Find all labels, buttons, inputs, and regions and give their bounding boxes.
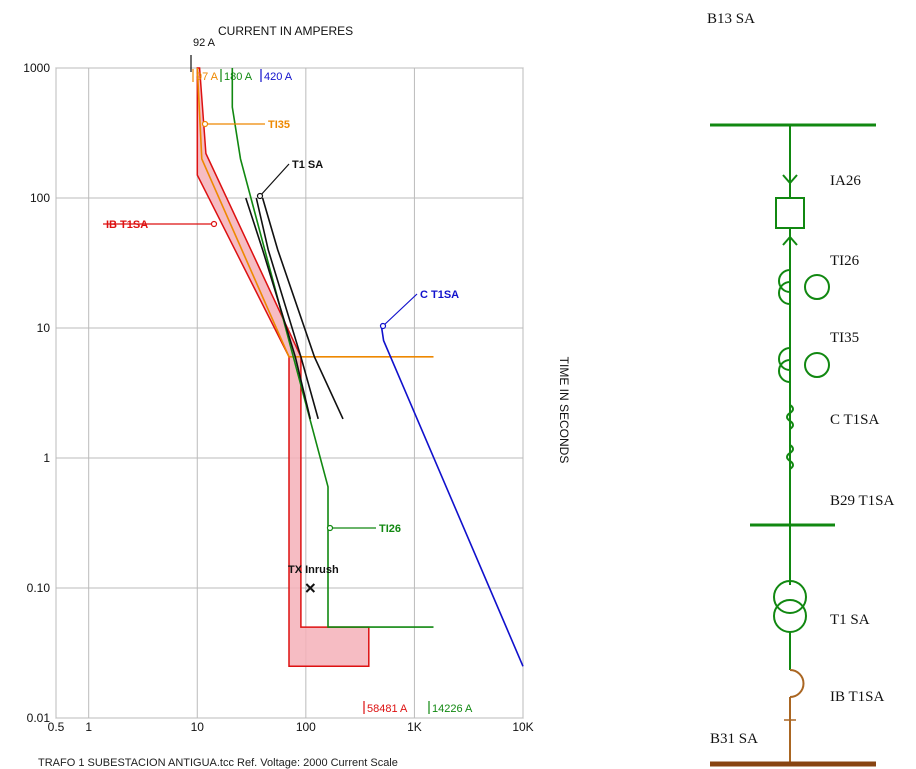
- series-line: [231, 68, 434, 628]
- x-axis-ticks: 0.5 1 10 100 1K 10K: [48, 720, 534, 734]
- series-label: TI35: [268, 119, 290, 131]
- device-label-t1sa: T1 SA: [830, 612, 870, 628]
- device-label-ibt1sa: IB T1SA: [830, 689, 884, 705]
- bus-label-mid: B29 T1SA: [830, 493, 894, 509]
- series-line: [255, 197, 319, 420]
- device-label-ct1sa: C T1SA: [830, 412, 879, 428]
- current-annotation: 14226 A: [432, 703, 473, 715]
- fuse-icon: [784, 669, 805, 762]
- plot-annotations: 92 A 97 A 180 A 420 A 58481 A 14226 A TI35 T1 S…: [103, 37, 473, 715]
- transformer-icon: [773, 580, 807, 633]
- label-arrowhead: [326, 524, 334, 532]
- tcc-chart: 0.5 1 10 100 1K 10K 1000 100 10 1 0.10 0.01 92 A 97…: [23, 24, 571, 734]
- series-label: IB T1SA: [106, 219, 148, 231]
- x-tick-label: 0.5: [48, 720, 65, 734]
- y-tick-label: 0.10: [27, 581, 51, 595]
- breaker-icon: [775, 174, 805, 246]
- current-annotation: 180 A: [224, 71, 253, 83]
- label-arrowhead: [210, 220, 218, 228]
- y-tick-label: 100: [30, 191, 50, 205]
- current-annotation: 58481 A: [367, 703, 408, 715]
- x-tick-label: 1K: [407, 720, 422, 734]
- current-annotation: 97 A: [196, 71, 219, 83]
- y-tick-label: 1: [43, 451, 50, 465]
- x-tick-label: 100: [296, 720, 316, 734]
- grid: [55, 67, 524, 719]
- series-line: [261, 197, 344, 420]
- inrush-marker: [305, 583, 316, 593]
- series-line: [245, 197, 312, 420]
- cable-icon: [786, 404, 794, 470]
- series-label: T1 SA: [292, 159, 323, 171]
- x-tick-label: 10K: [512, 720, 533, 734]
- series-label: TX Inrush: [288, 564, 339, 576]
- bus-label-bottom: B31 SA: [710, 731, 758, 747]
- label-leader: [382, 293, 418, 327]
- series-label: TI26: [379, 523, 401, 535]
- bus-label-top: B13 SA: [707, 11, 755, 27]
- series-band: [196, 67, 370, 668]
- y-tick-label: 10: [37, 321, 51, 335]
- device-label-ia26: IA26: [830, 173, 861, 189]
- series-line: [380, 327, 524, 667]
- y-axis-ticks: 1000 100 10 1 0.10 0.01: [23, 61, 50, 725]
- chart-title: CURRENT IN AMPERES: [218, 24, 353, 38]
- device-label-ti26: TI26: [830, 253, 860, 269]
- y-tick-label: 1000: [23, 61, 50, 75]
- label-arrowhead: [201, 120, 209, 128]
- single-line-diagram: B13 SA IA26 TI26 TI35 C T1SA B29 T1SA T1…: [707, 11, 894, 767]
- x-tick-label: 10: [191, 720, 205, 734]
- current-transformer-icon: [778, 269, 830, 305]
- y-tick-label: 0.01: [27, 711, 51, 725]
- x-tick-label: 1: [85, 720, 92, 734]
- current-annotation: 92 A: [193, 37, 216, 49]
- y-axis-label: TIME IN SECONDS: [557, 357, 571, 464]
- device-label-ti35: TI35: [830, 330, 859, 346]
- label-arrowhead: [379, 322, 387, 330]
- label-leader: [259, 163, 290, 197]
- label-arrowhead: [256, 192, 264, 200]
- series-label: C T1SA: [420, 289, 459, 301]
- plot-series: [196, 67, 524, 668]
- footer-caption: TRAFO 1 SUBESTACION ANTIGUA.tcc Ref. Vol…: [38, 757, 398, 769]
- current-transformer-icon: [778, 347, 830, 383]
- series-line: [196, 67, 434, 358]
- current-annotation: 420 A: [264, 71, 293, 83]
